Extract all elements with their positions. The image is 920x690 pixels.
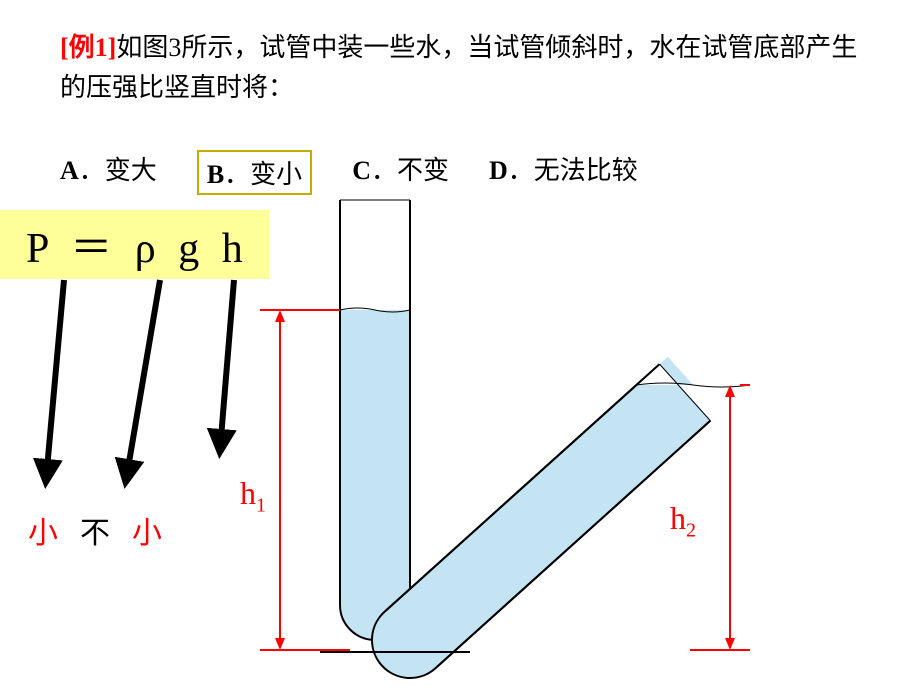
options-row: A．变大 B．变小 C．不变 D．无法比较 [60,150,880,195]
test-tube-diagram [260,190,900,680]
question-text: [例1]如图3所示，试管中装一些水，当试管倾斜时，水在试管底部产生的压强比竖直时… [60,28,880,108]
option-d: D．无法比较 [489,150,638,195]
label-h-result: 小 [132,508,162,552]
formula-box: P ＝ ρ g h [0,210,269,279]
option-b-answer: B．变小 [197,150,312,195]
question-body: 如图3所示，试管中装一些水，当试管倾斜时，水在试管底部产生的压强比竖直时将： [60,33,857,102]
option-a: A．变大 [60,150,157,195]
arrow-result-labels: 小 不 小 [28,508,162,552]
example-label: [例1] [60,33,116,62]
option-c: C．不变 [352,150,449,195]
label-rho-result: 小 [28,508,58,552]
label-g-result: 不 [80,508,110,552]
